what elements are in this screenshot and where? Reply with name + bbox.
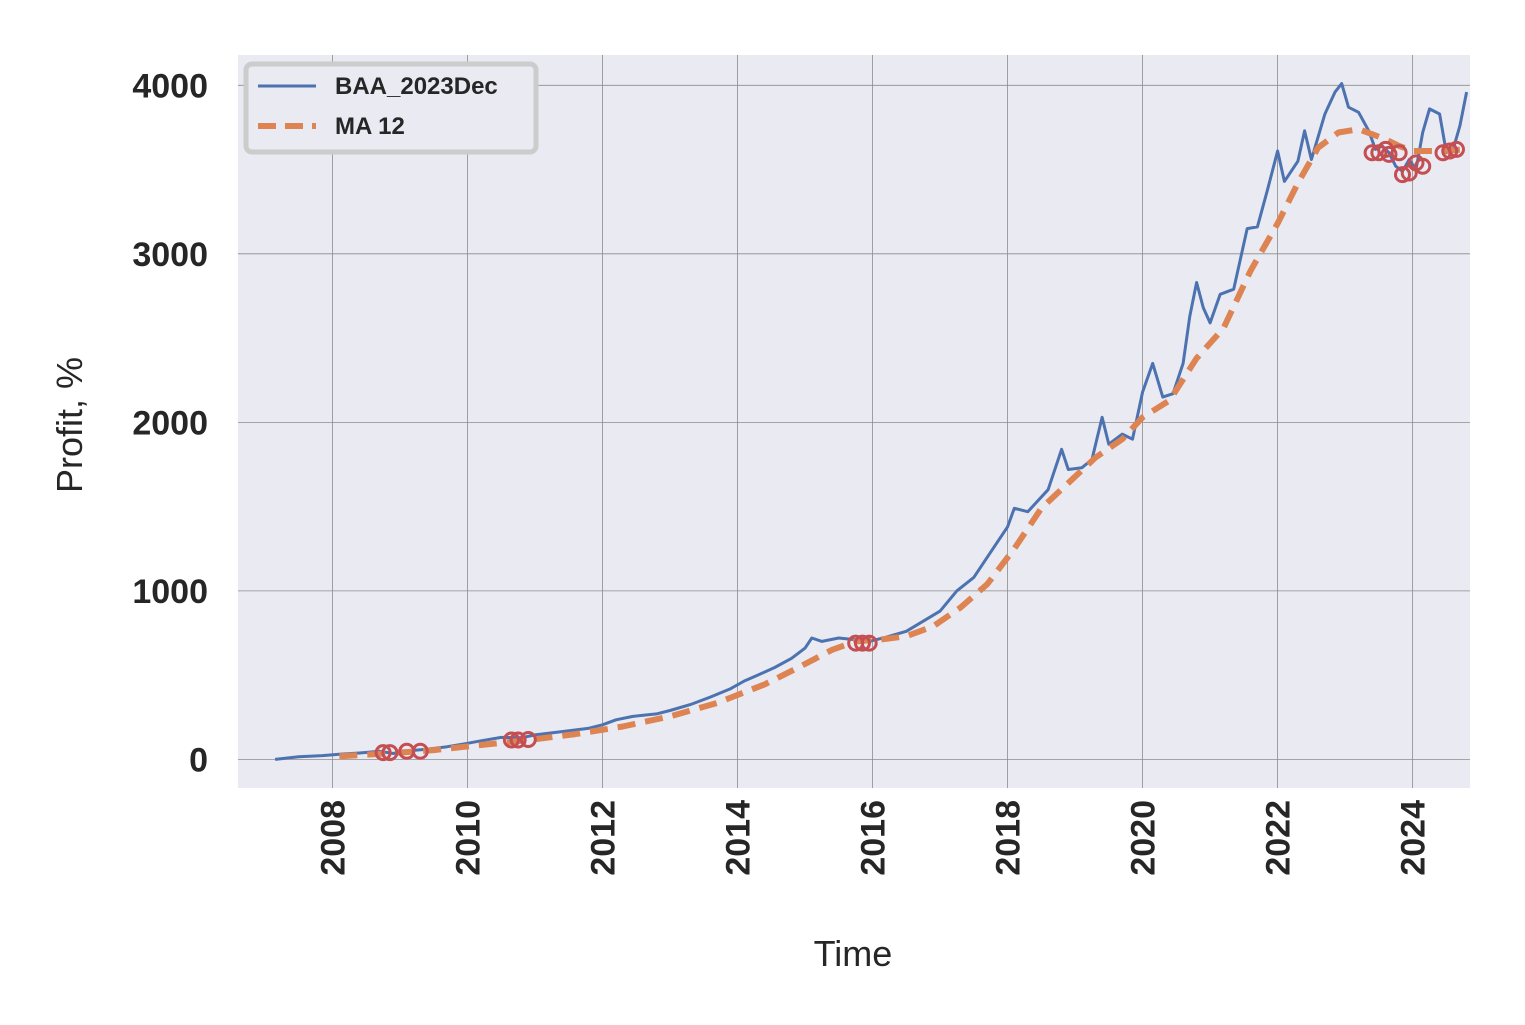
legend-box	[243, 61, 539, 155]
x-tick-label: 2020	[1125, 800, 1163, 876]
signal-marker	[1447, 140, 1465, 158]
y-tick-labels: 0 1000 2000 3000 4000	[132, 67, 208, 779]
y-tick-label: 0	[189, 741, 208, 779]
marker-layer	[374, 140, 1465, 762]
x-tick-label: 2018	[990, 800, 1028, 876]
signal-marker	[374, 744, 392, 762]
signal-marker	[1393, 166, 1411, 184]
signal-marker	[1390, 144, 1408, 162]
x-tick-labels: 2008 2010 2012 2014 2016 2018 2020 2022 2024	[315, 800, 1433, 876]
signal-marker	[1441, 142, 1459, 160]
signal-marker	[519, 730, 537, 748]
y-tick-label: 3000	[132, 236, 208, 274]
signal-marker	[860, 634, 878, 652]
x-tick-label: 2008	[315, 800, 353, 876]
signal-marker	[509, 731, 527, 749]
signal-marker	[1414, 157, 1432, 175]
plot-background	[238, 55, 1470, 788]
series-line-ma12	[339, 126, 1467, 760]
x-tick-label: 2014	[720, 800, 758, 876]
legend: BAA_2023Dec MA 12	[243, 61, 539, 155]
grid-layer	[238, 55, 1470, 788]
y-tick-label: 1000	[132, 573, 208, 611]
x-tick-label: 2016	[855, 800, 893, 876]
y-tick-label: 2000	[132, 404, 208, 442]
y-axis-title: Profit, %	[49, 357, 90, 493]
y-tick-label: 4000	[132, 67, 208, 105]
x-tick-label: 2022	[1260, 800, 1298, 876]
signal-marker	[381, 744, 399, 762]
x-tick-label: 2024	[1395, 800, 1433, 876]
legend-label-baa: BAA_2023Dec	[335, 73, 498, 100]
series-layer	[274, 82, 1469, 761]
x-tick-label: 2010	[450, 800, 488, 876]
signal-marker	[411, 742, 429, 760]
series-line-baa	[274, 82, 1469, 761]
legend-label-ma: MA 12	[335, 113, 405, 140]
x-tick-label: 2012	[585, 800, 623, 876]
x-axis-title: Time	[814, 933, 893, 974]
signal-marker	[853, 634, 871, 652]
signal-marker	[1380, 145, 1398, 163]
signal-marker	[502, 731, 520, 749]
